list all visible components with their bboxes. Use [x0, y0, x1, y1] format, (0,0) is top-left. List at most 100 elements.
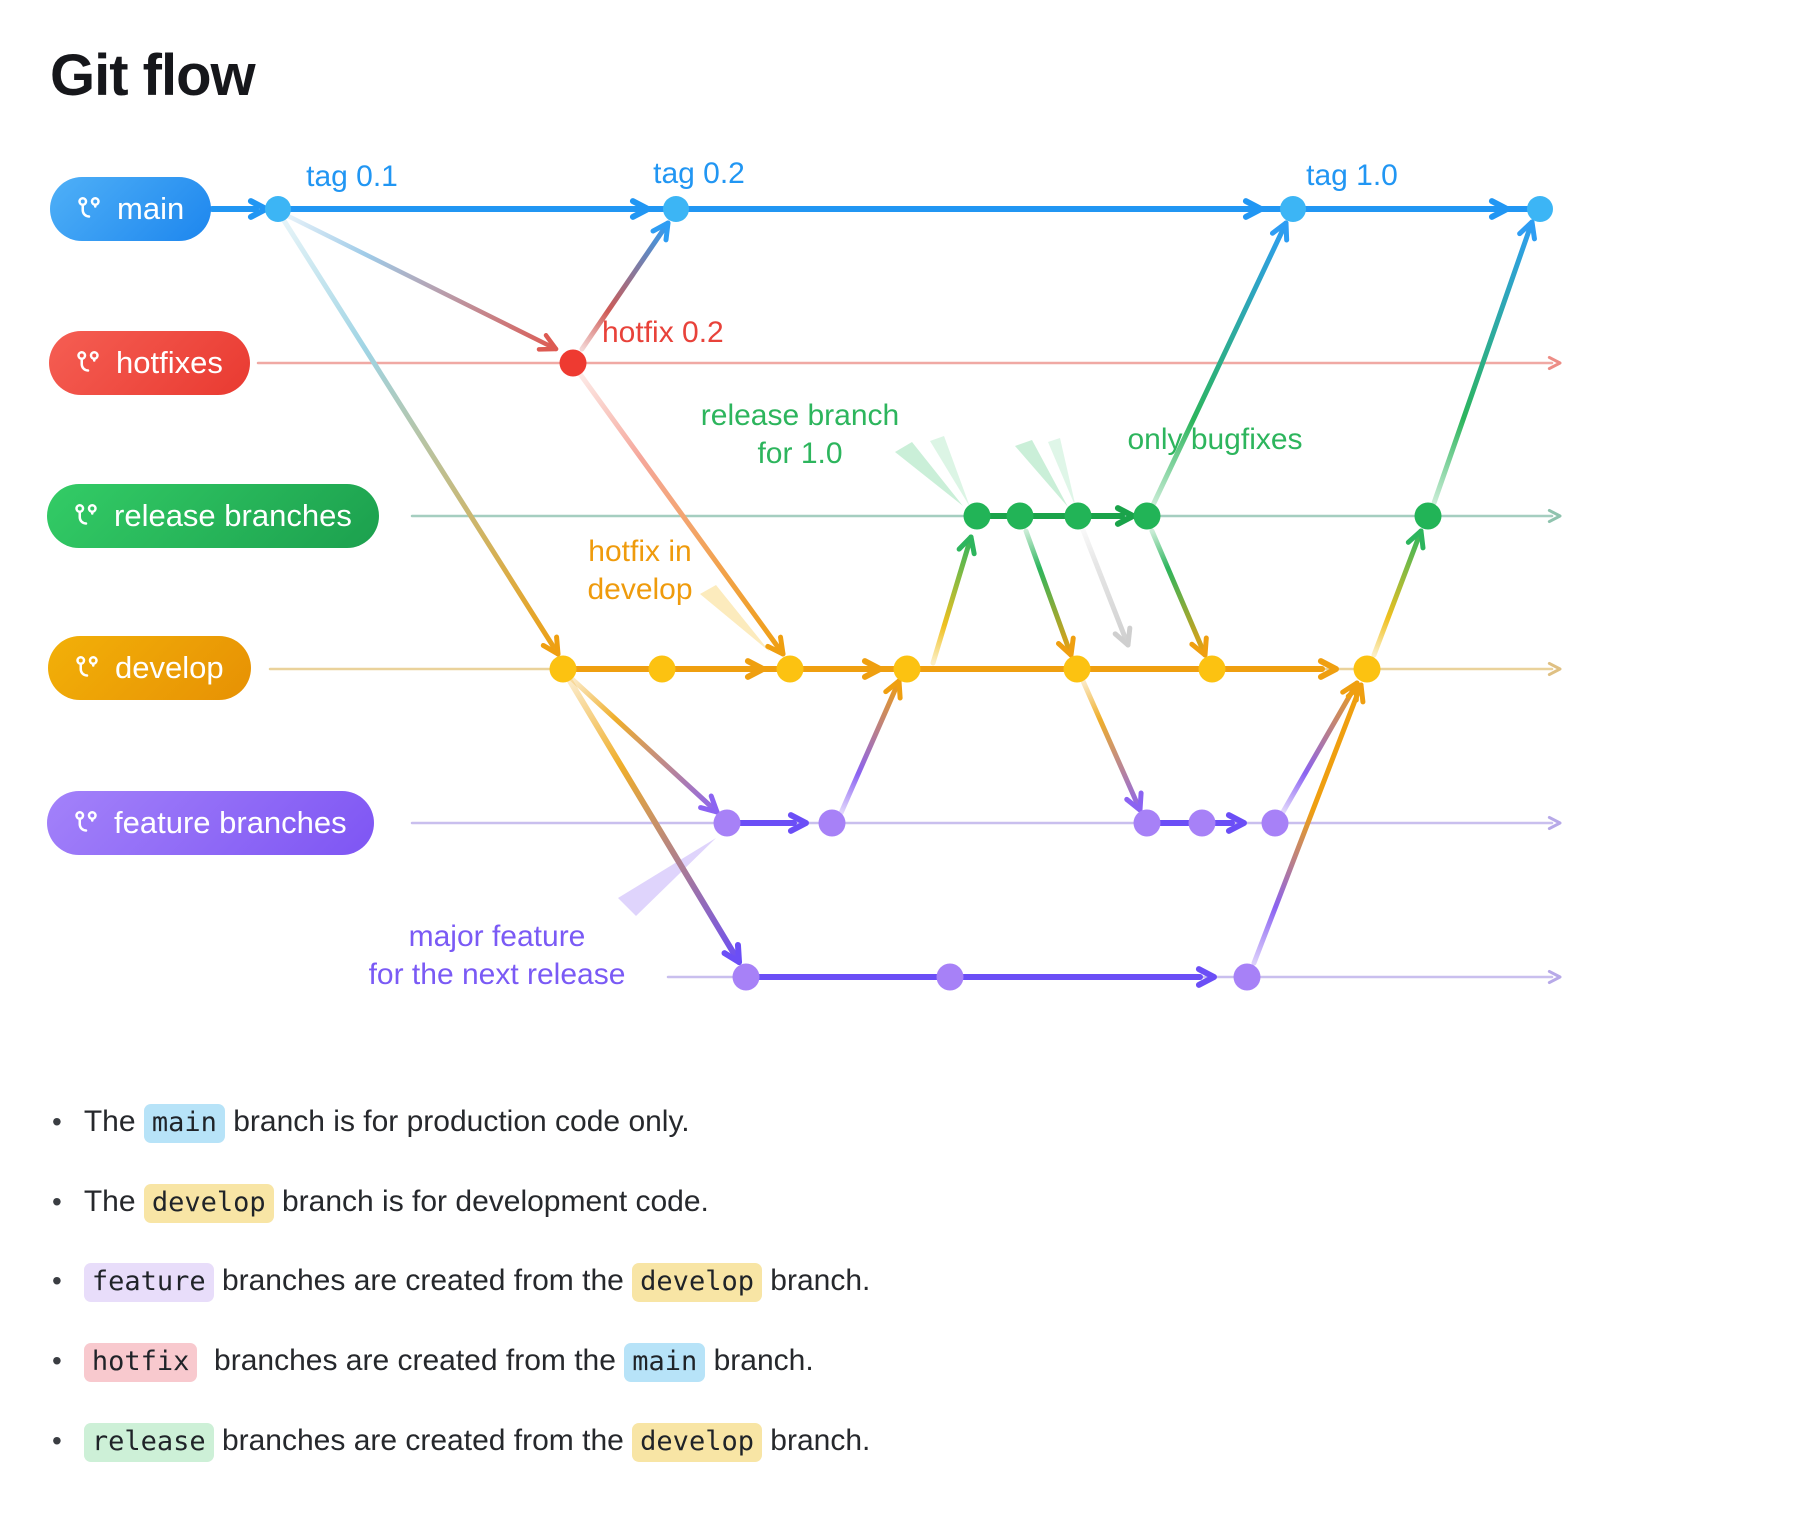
commit-dot — [265, 196, 291, 222]
arrowhead — [1195, 966, 1217, 988]
annotation-major-feature: major feature for the next release — [368, 920, 626, 991]
arrowhead — [698, 793, 720, 815]
merge-arrow — [1431, 219, 1535, 506]
annotation-tag-0-1: tag 0.1 — [306, 160, 398, 193]
commit-dot — [1133, 502, 1161, 530]
arrowhead — [1547, 815, 1562, 831]
arrowhead — [1112, 625, 1133, 648]
merge-arrow — [1149, 528, 1208, 658]
arrowhead — [536, 333, 559, 352]
commit-dot — [1261, 809, 1289, 837]
arrowhead — [1405, 528, 1426, 551]
branch-pill-label: release branches — [114, 498, 352, 533]
merge-arrow — [577, 371, 786, 657]
commit-dot — [1353, 655, 1381, 683]
commit-dot — [893, 655, 921, 683]
bullet-item: • release branches are created from the d… — [52, 1423, 870, 1462]
merge-arrow — [1080, 678, 1143, 813]
branch-pill-develop: develop — [48, 636, 251, 700]
arrowhead — [787, 812, 809, 834]
branch-pill-label: develop — [115, 650, 224, 685]
bullet-item: • feature branches are created from the d… — [52, 1263, 870, 1302]
bullet-segment: branches are created from the — [213, 1424, 633, 1457]
annotation-tag-1-0: tag 1.0 — [1306, 159, 1398, 192]
branch-pill-label: main — [117, 191, 185, 226]
git-branch-icon — [76, 656, 98, 677]
inline-code: develop — [632, 1423, 762, 1462]
arrowhead — [650, 220, 671, 243]
commit-dot — [648, 655, 676, 683]
arrowhead — [765, 634, 786, 657]
arrowhead — [1547, 661, 1562, 677]
arrowhead — [1189, 635, 1209, 658]
arrowhead — [1124, 790, 1144, 813]
merge-arrow — [1150, 220, 1289, 508]
commit-dot — [1198, 655, 1226, 683]
page-title: Git flow — [50, 43, 256, 108]
arrowhead — [1488, 198, 1510, 220]
bullet-marker: • — [52, 1265, 62, 1296]
arrowhead — [540, 634, 561, 657]
merge-arrow — [569, 676, 720, 815]
commit-dot — [818, 809, 846, 837]
callout-wedge — [895, 442, 963, 506]
arrowhead — [1055, 635, 1076, 658]
bullet-item: • hotfix branches are created from the ma… — [52, 1343, 814, 1382]
arrowhead — [883, 678, 903, 701]
bullet-segment: branch. — [761, 1264, 871, 1297]
annotation-release-branch: release branch for 1.0 — [700, 399, 900, 470]
branch-pill-feature: feature branches — [47, 791, 374, 855]
commit-dot — [1188, 809, 1216, 837]
branch-pill-label: hotfixes — [116, 345, 223, 380]
arrowhead — [1242, 198, 1264, 220]
merge-arrow — [280, 216, 561, 657]
commit-dot — [936, 963, 964, 991]
inline-code: main — [143, 1104, 225, 1143]
bullet-item: • The main branch is for production code … — [52, 1104, 690, 1143]
merge-arrow — [579, 220, 671, 352]
callout-wedge — [618, 838, 716, 916]
inline-code: feature — [83, 1263, 214, 1302]
bullet-marker: • — [52, 1106, 62, 1137]
merge-arrow — [930, 534, 974, 666]
git-branch-icon — [78, 197, 100, 218]
branch-pill-label: feature branches — [114, 805, 347, 840]
arrowhead — [744, 658, 766, 680]
merge-arrow — [1280, 680, 1360, 815]
branch-pill-release: release branches — [47, 484, 379, 548]
bullet-marker: • — [52, 1345, 62, 1376]
bullet-text: The develop branch is for development co… — [84, 1184, 709, 1223]
commit-dot — [776, 655, 804, 683]
arrowhead — [1547, 355, 1562, 371]
bullet-segment: The — [83, 1185, 144, 1218]
arrowhead — [1269, 220, 1290, 243]
bullet-marker: • — [52, 1425, 62, 1456]
commit-dot — [1233, 963, 1261, 991]
merge-arrow — [1251, 682, 1364, 966]
arrowhead — [956, 534, 977, 557]
arrowhead — [1345, 682, 1366, 705]
arrowhead — [1225, 812, 1247, 834]
callout-wedge — [930, 436, 970, 507]
annotation-hotfix-in-develop: hotfix in develop — [587, 535, 693, 606]
arrowhead — [1317, 658, 1339, 680]
bullet-text: hotfix branches are created from the mai… — [83, 1343, 814, 1382]
arrowhead — [629, 198, 651, 220]
commit-dot — [713, 809, 741, 837]
git-branch-icon — [77, 351, 99, 372]
annotation-hotfix-0-2: hotfix 0.2 — [602, 316, 724, 349]
commit-dot — [1063, 655, 1091, 683]
commit-dot — [1133, 809, 1161, 837]
commit-dot — [549, 655, 577, 683]
bullet-segment: branches are created from the — [197, 1344, 625, 1377]
arrowhead — [1547, 969, 1562, 985]
git-branch-icon — [75, 504, 97, 525]
inline-code: main — [624, 1343, 706, 1382]
bullet-segment: branches are created from the — [213, 1264, 633, 1297]
bullet-segment: branch. — [705, 1344, 814, 1377]
callout-wedge — [1048, 438, 1076, 508]
commit-dot — [1414, 502, 1442, 530]
merge-arrow — [838, 678, 902, 816]
git-branch-icon — [75, 811, 97, 832]
